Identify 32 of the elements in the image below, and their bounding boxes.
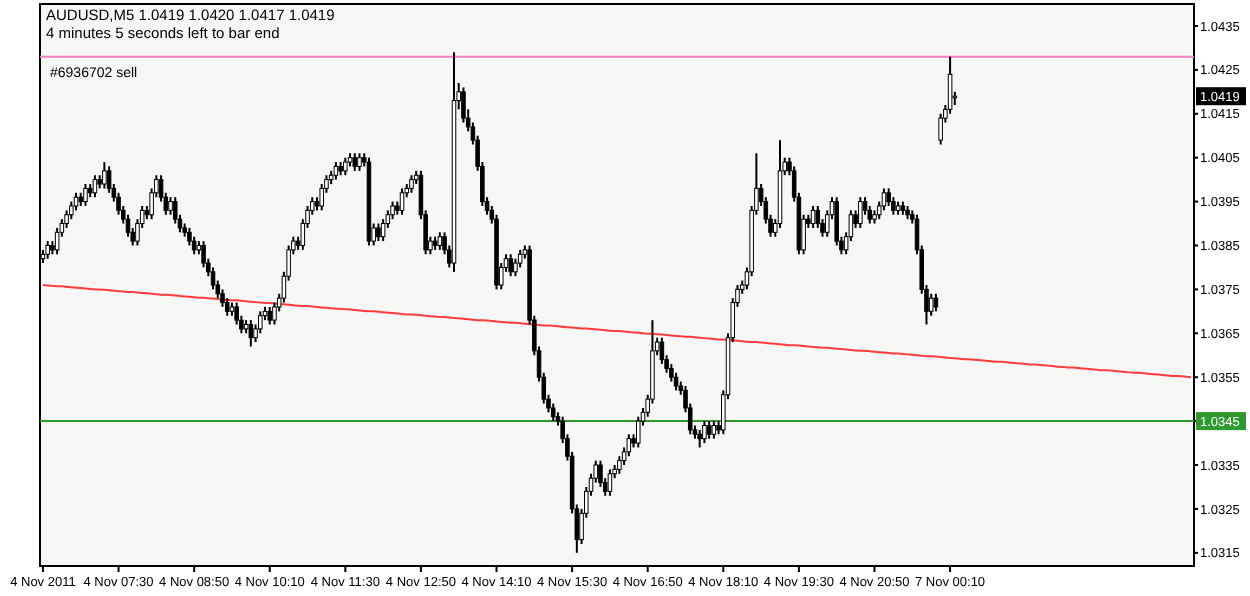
- candlestick: [702, 420, 707, 445]
- candlestick: [598, 459, 603, 488]
- candlestick: [201, 240, 206, 269]
- candlestick: [172, 196, 178, 225]
- candlestick: [83, 183, 88, 207]
- candlestick: [319, 183, 324, 212]
- candlestick: [125, 213, 131, 238]
- candlestick: [54, 226, 60, 256]
- candlestick: [106, 165, 112, 194]
- candlestick: [626, 433, 632, 458]
- candlestick: [248, 319, 254, 348]
- candlestick: [858, 196, 863, 229]
- candlestick: [272, 301, 277, 326]
- line-series: [41, 284, 1193, 379]
- candlestick: [258, 310, 263, 335]
- candlestick: [834, 196, 839, 247]
- candlestick: [881, 187, 887, 212]
- candlestick: [399, 187, 405, 216]
- candlestick: [607, 468, 613, 497]
- candlestick: [380, 218, 386, 243]
- candlestick: [102, 161, 107, 190]
- candlestick: [461, 86, 466, 124]
- candlestick: [815, 204, 821, 229]
- candlestick: [928, 292, 934, 317]
- candlestick: [234, 301, 239, 326]
- candlestick: [938, 112, 943, 146]
- candlestick: [210, 266, 216, 291]
- candlestick: [659, 336, 665, 366]
- candlestick: [947, 55, 953, 115]
- candlestick: [116, 191, 121, 216]
- candlestick: [635, 415, 641, 449]
- candlestick: [508, 253, 513, 278]
